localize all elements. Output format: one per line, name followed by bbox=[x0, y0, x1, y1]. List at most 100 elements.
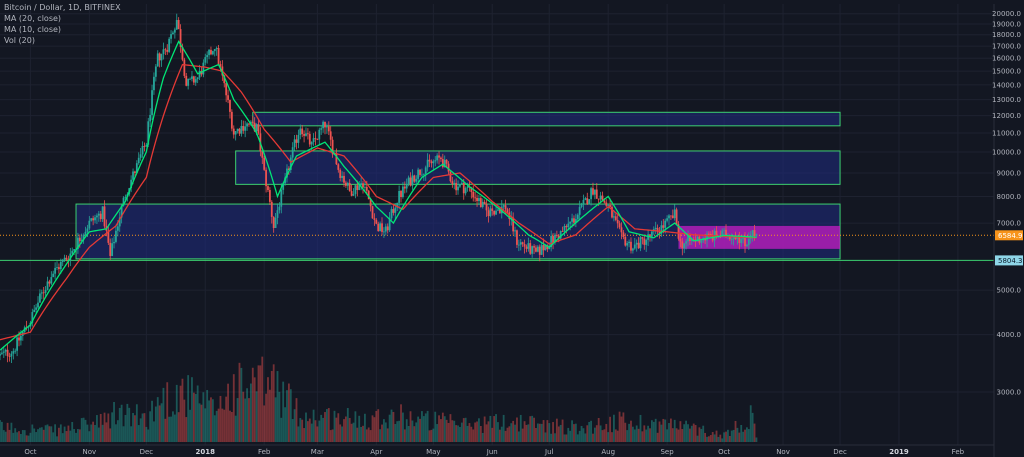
candle-body bbox=[464, 188, 467, 194]
candle-body bbox=[521, 242, 524, 245]
volume-bar bbox=[310, 423, 313, 442]
candle-body bbox=[187, 78, 190, 86]
volume-bar bbox=[253, 377, 256, 442]
volume-bar bbox=[510, 423, 513, 442]
candle-body bbox=[639, 237, 642, 249]
volume-bar bbox=[394, 423, 397, 442]
candle-body bbox=[164, 49, 167, 51]
candle-body bbox=[301, 128, 304, 135]
candle-body bbox=[611, 206, 613, 218]
candle-body bbox=[755, 234, 758, 236]
volume-bar bbox=[415, 422, 418, 442]
candle-body bbox=[552, 236, 554, 243]
volume-bar bbox=[540, 423, 543, 442]
candle-body bbox=[422, 173, 425, 175]
volume-bar bbox=[548, 423, 551, 442]
candle-body bbox=[436, 155, 439, 161]
volume-bar bbox=[421, 411, 423, 442]
candle-body bbox=[595, 189, 598, 199]
volume-bar bbox=[227, 383, 229, 442]
candle-body bbox=[740, 239, 743, 243]
volume-bar bbox=[403, 429, 406, 442]
candle-body bbox=[728, 235, 731, 240]
candle-body bbox=[753, 230, 756, 236]
candle-body bbox=[132, 171, 134, 180]
volume-bar bbox=[166, 382, 169, 442]
legend-vol[interactable]: Vol (20) bbox=[4, 36, 35, 45]
candle-body bbox=[61, 259, 64, 262]
volume-bar bbox=[348, 417, 351, 442]
volume-bar bbox=[538, 423, 541, 442]
volume-bar bbox=[356, 427, 359, 442]
volume-bar bbox=[94, 424, 96, 442]
volume-bar bbox=[662, 418, 665, 442]
candle-body bbox=[449, 171, 452, 182]
legend-ma10[interactable]: MA (10, close) bbox=[4, 25, 61, 34]
axes: 20000.0 19000.0 18000.0 17000.0 16000.0 15000… bbox=[0, 4, 1021, 457]
volume-bar bbox=[717, 436, 720, 442]
volume-bar bbox=[111, 412, 114, 442]
candle-body bbox=[170, 34, 172, 39]
candle-body bbox=[709, 233, 712, 236]
candle-body bbox=[312, 138, 315, 143]
volume-bar bbox=[77, 429, 79, 442]
volume-bar bbox=[736, 427, 739, 442]
volume-bar bbox=[443, 416, 446, 442]
candle-body bbox=[120, 205, 123, 218]
candle-body bbox=[238, 128, 241, 134]
volume-bar bbox=[523, 421, 526, 442]
candle-body bbox=[622, 232, 625, 237]
volume-bar bbox=[56, 436, 58, 442]
candle-body bbox=[272, 216, 275, 228]
volume-bar bbox=[82, 417, 85, 442]
candle-body bbox=[751, 230, 754, 236]
volume-bar bbox=[350, 423, 353, 442]
volume-bar bbox=[80, 418, 83, 442]
volume-bar bbox=[683, 424, 686, 442]
volume-bar bbox=[462, 418, 465, 442]
volume-bar bbox=[365, 429, 368, 442]
candle-body bbox=[546, 245, 549, 250]
candle-body bbox=[291, 147, 294, 158]
candle-body bbox=[71, 250, 74, 254]
candle-body bbox=[151, 90, 153, 115]
candle-body bbox=[689, 236, 691, 242]
x-tick-label: Nov bbox=[82, 448, 96, 456]
volume-bar bbox=[474, 422, 477, 442]
volume-bar bbox=[67, 425, 70, 442]
volume-bar bbox=[172, 411, 174, 442]
candle-body bbox=[495, 210, 497, 215]
x-tick-label: Nov bbox=[776, 448, 790, 456]
volume-bar bbox=[702, 425, 705, 442]
candle-body bbox=[143, 145, 146, 147]
volume-bar bbox=[42, 429, 45, 442]
volume-bar bbox=[270, 370, 273, 442]
candle-body bbox=[736, 237, 739, 240]
volume-bar bbox=[679, 421, 682, 442]
volume-bar bbox=[622, 412, 625, 442]
volume-bar bbox=[533, 417, 535, 442]
candle-body bbox=[531, 246, 534, 254]
candle-body bbox=[287, 168, 290, 170]
volume-bar bbox=[141, 413, 144, 442]
volume-bar bbox=[289, 389, 292, 442]
candle-body bbox=[650, 231, 653, 237]
volume-bar bbox=[386, 428, 389, 442]
volume-bar bbox=[162, 387, 165, 442]
candle-body bbox=[555, 234, 558, 236]
candle-body bbox=[69, 253, 72, 261]
candle-body bbox=[451, 181, 454, 185]
volume-bar bbox=[616, 430, 619, 442]
candle-body bbox=[744, 238, 746, 247]
legend-ma20[interactable]: MA (20, close) bbox=[4, 14, 61, 23]
volume-bar bbox=[704, 432, 707, 442]
candle-body bbox=[479, 198, 482, 207]
volume-bar bbox=[696, 435, 699, 442]
x-tick-label: Oct bbox=[718, 448, 730, 456]
candle-body bbox=[561, 231, 564, 232]
y-tick-label: 9000.0 bbox=[997, 169, 1022, 177]
volume-bar bbox=[447, 422, 450, 442]
volume-bar bbox=[605, 423, 608, 442]
volume-bar bbox=[293, 409, 296, 442]
